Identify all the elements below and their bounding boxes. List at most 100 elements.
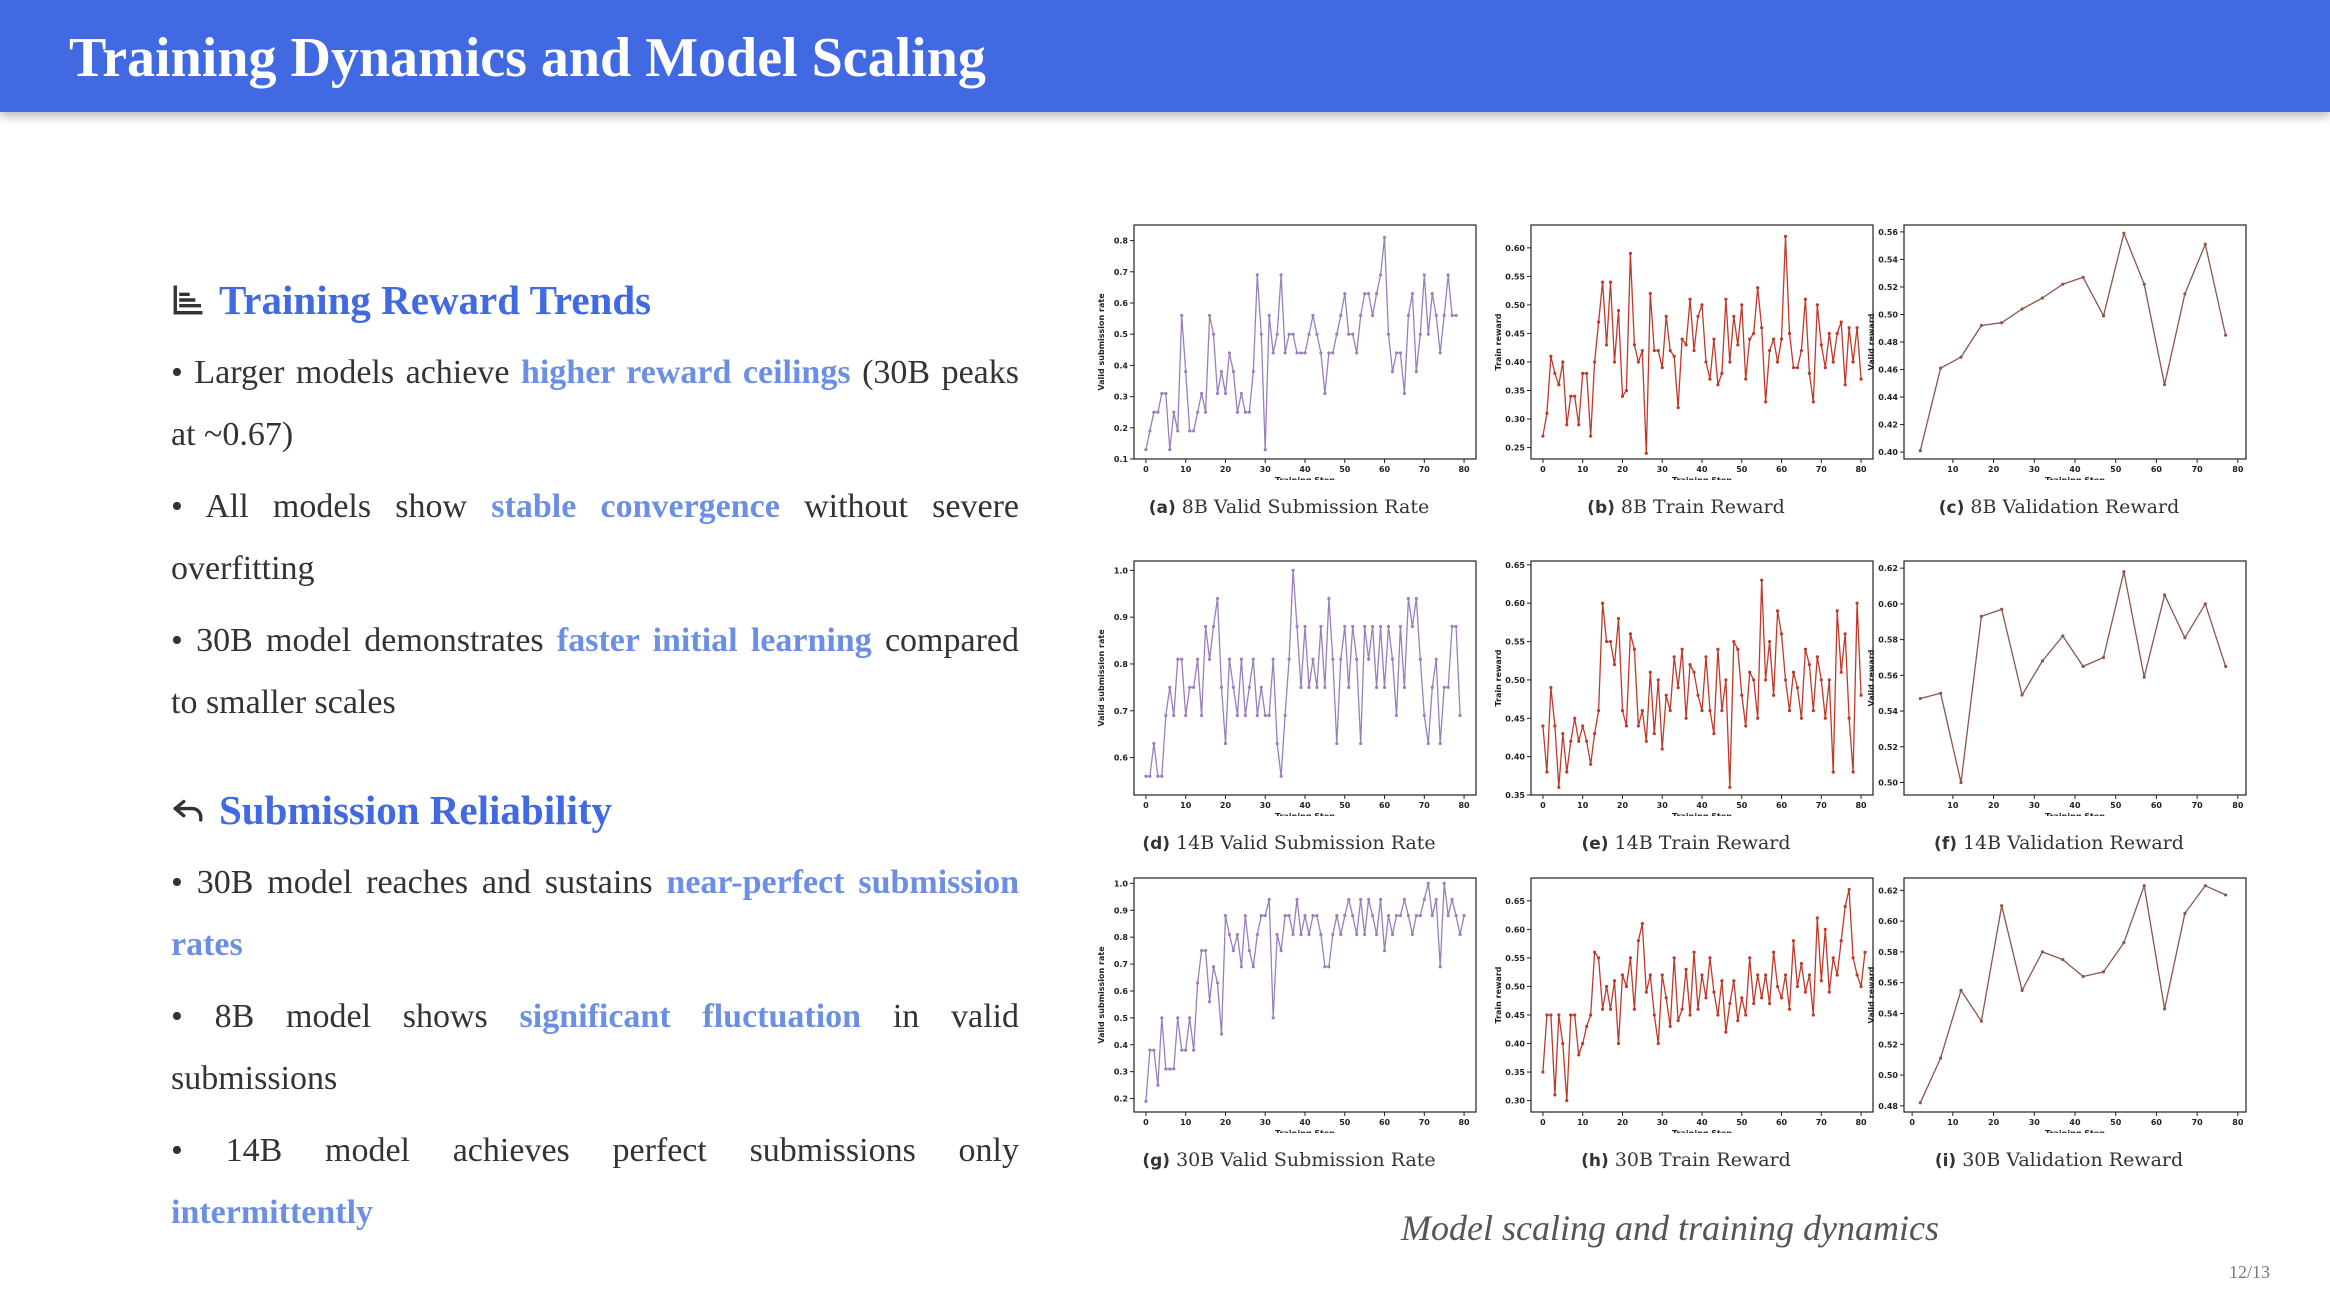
x-tick-label: 60 xyxy=(2151,801,2163,810)
data-point xyxy=(1608,1007,1613,1011)
data-point xyxy=(1275,932,1279,937)
data-point xyxy=(1624,388,1629,393)
data-point xyxy=(1275,332,1279,336)
y-tick-label: 0.60 xyxy=(1878,600,1898,609)
data-point xyxy=(1565,423,1569,427)
data-point xyxy=(1148,429,1152,433)
data-point xyxy=(2081,974,2085,979)
y-axis-label: Valid submission rate xyxy=(1098,629,1106,727)
data-point xyxy=(1771,693,1776,697)
data-point xyxy=(1768,639,1772,644)
data-point xyxy=(1152,1048,1156,1052)
data-point xyxy=(1180,313,1184,318)
data-point xyxy=(1787,1007,1792,1011)
plot-frame xyxy=(1903,224,2247,460)
data-point xyxy=(1700,303,1704,307)
data-point xyxy=(1207,1000,1212,1004)
data-point xyxy=(1979,614,1983,618)
data-point xyxy=(1263,448,1267,452)
data-point xyxy=(1939,691,1943,695)
data-point xyxy=(1541,724,1545,728)
y-tick-label: 0.7 xyxy=(1114,707,1128,716)
data-point xyxy=(1343,624,1347,629)
data-point xyxy=(1760,326,1764,330)
x-tick-label: 10 xyxy=(1577,465,1589,474)
x-tick-label: 30 xyxy=(1657,465,1669,474)
data-point xyxy=(1418,657,1422,661)
data-point xyxy=(1791,366,1796,370)
data-point xyxy=(1414,596,1418,601)
data-point xyxy=(1783,973,1788,977)
bullet-item: • 30B model demonstrates faster initial … xyxy=(171,622,1019,721)
data-point xyxy=(1386,914,1391,918)
data-point xyxy=(1382,235,1387,240)
data-point xyxy=(1422,713,1426,718)
y-axis-label: Valid reward xyxy=(1868,966,1876,1023)
data-point xyxy=(1267,313,1271,318)
y-tick-label: 0.6 xyxy=(1114,754,1129,763)
data-point xyxy=(1203,410,1208,414)
data-point xyxy=(1215,981,1220,985)
data-point xyxy=(1612,979,1617,983)
data-point xyxy=(1291,568,1295,572)
y-tick-label: 0.55 xyxy=(1505,638,1525,647)
plot-frame xyxy=(1133,560,1477,796)
data-point xyxy=(1640,348,1644,353)
section-title-text: Training Reward Trends xyxy=(219,277,652,323)
data-point xyxy=(1291,332,1295,336)
data-point xyxy=(1211,332,1216,336)
x-axis-label: Training Step xyxy=(1672,1129,1732,1133)
x-tick-label: 80 xyxy=(1458,465,1470,474)
data-point xyxy=(1184,370,1188,374)
data-point xyxy=(1569,1013,1573,1017)
chart-caption: (d) 14B Valid Submission Rate xyxy=(1142,832,1436,854)
data-point xyxy=(1855,326,1859,330)
data-point xyxy=(1581,724,1585,728)
data-point xyxy=(1251,965,1255,969)
data-point xyxy=(1422,273,1426,277)
data-point xyxy=(1660,747,1664,751)
plot-frame xyxy=(1530,560,1874,796)
chart-caption: (i) 30B Validation Reward xyxy=(1934,1149,2184,1171)
data-point xyxy=(1156,774,1160,778)
x-tick-label: 10 xyxy=(1180,1118,1192,1127)
data-point xyxy=(1847,887,1851,892)
data-point xyxy=(1402,897,1407,902)
data-point xyxy=(1688,662,1692,667)
chart-panel-h: 0 10 20 30 40 50 60 70 80 0.30 0.35 0.40 0.45 0.50 0.5… xyxy=(1495,863,1877,1171)
data-point xyxy=(1267,713,1271,718)
y-tick-label: 0.48 xyxy=(1878,338,1898,347)
data-point xyxy=(1327,965,1331,969)
series-line xyxy=(1542,888,1866,1102)
data-point xyxy=(1339,657,1343,661)
data-point xyxy=(1918,1101,1922,1105)
data-point xyxy=(2162,383,2167,387)
y-tick-label: 1.0 xyxy=(1114,879,1129,888)
data-point xyxy=(1311,313,1315,318)
data-point xyxy=(1740,303,1744,307)
x-tick-label: 60 xyxy=(2151,465,2163,474)
data-point xyxy=(1315,914,1319,918)
data-point xyxy=(1398,624,1403,629)
x-tick-label: 50 xyxy=(1339,1118,1351,1127)
data-point xyxy=(1823,927,1827,931)
data-point xyxy=(1775,609,1780,613)
data-point xyxy=(1227,932,1232,937)
data-point xyxy=(1573,716,1577,720)
chart-14b-valid-submission-rate: 0 10 20 30 40 50 60 70 80 0.6 0.7 0.8 0.9 1.0 Training… xyxy=(1098,560,1477,816)
data-point xyxy=(1660,973,1664,977)
data-point xyxy=(1736,1019,1740,1023)
data-point xyxy=(1414,914,1418,918)
data-point xyxy=(1223,741,1228,746)
data-point xyxy=(1600,280,1605,284)
data-point xyxy=(1319,932,1323,937)
data-point xyxy=(1446,273,1450,277)
x-tick-label: 10 xyxy=(1947,1118,1959,1127)
data-point xyxy=(1979,323,1983,328)
data-point xyxy=(1359,741,1363,746)
data-point xyxy=(1708,377,1712,381)
data-point xyxy=(1569,739,1573,743)
data-point xyxy=(1251,370,1255,374)
data-point xyxy=(1255,713,1259,718)
data-point xyxy=(1406,596,1410,601)
